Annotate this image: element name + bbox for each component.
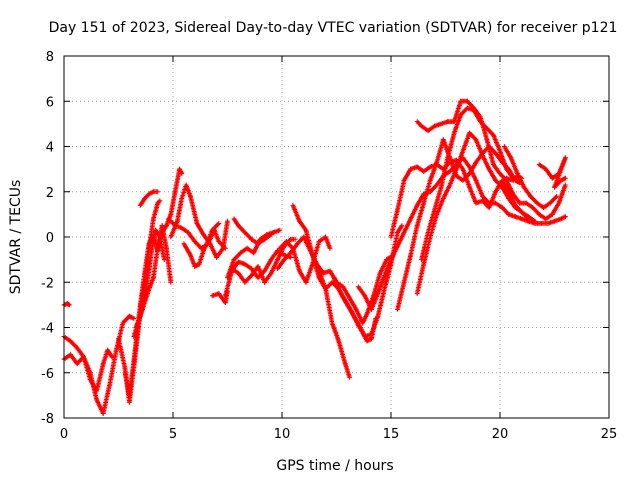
axis-ticks: 0 5 10 15 20 25 -8 -6 -4 -2 0 2 4 6 8 [41, 50, 617, 442]
satellite-track-25 [414, 130, 531, 296]
data-point [268, 232, 274, 238]
data-point [525, 216, 531, 222]
satellite-track-20 [316, 268, 352, 380]
satellite-track-16 [231, 216, 274, 247]
satellite-track-23 [388, 157, 538, 240]
x-tick-label: 5 [169, 427, 177, 442]
x-tick-label: 20 [492, 427, 509, 442]
data-point [373, 316, 379, 321]
satellite-track-29 [536, 155, 568, 190]
y-tick-label: -6 [41, 367, 54, 382]
satellite-track-21 [331, 275, 379, 344]
satellite-track-3 [61, 347, 115, 394]
satellite-track-1 [61, 313, 137, 416]
data-point [216, 221, 222, 226]
grid-lines [64, 56, 609, 418]
data-point [532, 218, 538, 224]
x-tick-label: 0 [60, 427, 68, 442]
satellite-track-11 [181, 221, 222, 269]
data-point [131, 316, 137, 321]
data-point [327, 245, 333, 251]
data-point [554, 193, 560, 199]
data-point [519, 175, 525, 181]
data-point [563, 175, 568, 181]
y-tick-label: -4 [41, 322, 54, 337]
y-tick-label: 4 [46, 141, 54, 156]
satellite-track-30 [504, 173, 525, 183]
y-tick-label: 8 [46, 50, 54, 65]
data-point [168, 279, 174, 285]
data-point [67, 302, 72, 308]
data-point [292, 236, 298, 242]
chart-title: Day 151 of 2023, Sidereal Day-to-day VTE… [49, 20, 618, 36]
data-point [157, 198, 163, 204]
satellite-track-7 [133, 223, 174, 330]
data-point [563, 182, 568, 188]
data-point [288, 255, 294, 260]
y-axis-label: SDTVAR / TECUs [8, 180, 24, 295]
x-axis-label: GPS time / hours [276, 458, 393, 474]
data-point [563, 214, 568, 219]
y-tick-label: -2 [41, 276, 54, 291]
satellite-track-14 [222, 248, 294, 299]
y-tick-label: -8 [41, 412, 54, 427]
satellite-track-28 [502, 144, 560, 210]
satellite-track-10 [168, 182, 230, 260]
satellite-track-2 [61, 301, 72, 308]
data-points [61, 98, 568, 416]
data-point [155, 189, 161, 195]
x-tick-label: 25 [601, 427, 618, 442]
data-point [277, 227, 283, 233]
y-tick-label: 2 [46, 186, 54, 201]
x-tick-label: 10 [274, 427, 291, 442]
y-tick-label: 0 [46, 231, 54, 246]
x-tick-label: 15 [383, 427, 400, 442]
data-point [225, 218, 230, 224]
data-point [109, 354, 115, 360]
data-point [399, 223, 405, 229]
data-point [347, 374, 352, 380]
data-point [179, 171, 185, 176]
satellite-track-8 [137, 189, 161, 208]
y-tick-label: 6 [46, 95, 54, 110]
